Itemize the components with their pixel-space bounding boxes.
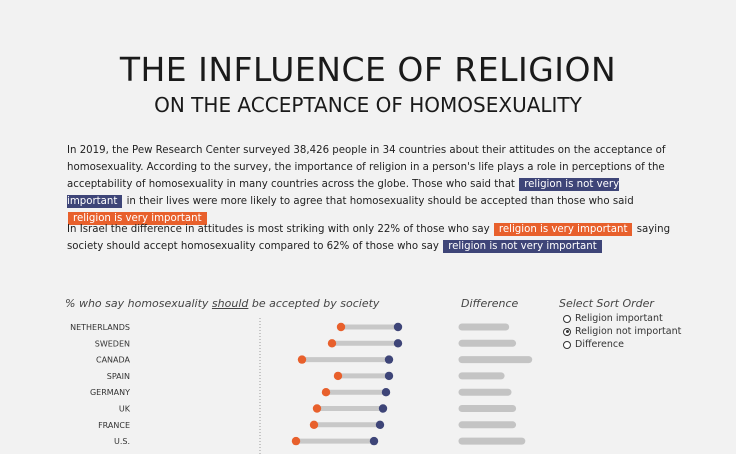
radio-selected-icon[interactable] bbox=[563, 327, 571, 336]
point-religion-important bbox=[309, 420, 319, 429]
country-label: SWEDEN bbox=[95, 339, 130, 348]
point-religion-not-important bbox=[384, 371, 394, 381]
intro-paragraph: In 2019, the Pew Research Center surveye… bbox=[67, 142, 677, 227]
country-label: UK bbox=[119, 405, 131, 414]
point-religion-not-important bbox=[393, 339, 403, 348]
point-religion-important bbox=[312, 404, 322, 413]
israel-paragraph: In Israel the difference in attitudes is… bbox=[67, 221, 677, 255]
chart-header-should: should bbox=[211, 297, 249, 310]
radio-icon[interactable] bbox=[563, 314, 571, 323]
point-religion-important bbox=[333, 371, 343, 381]
sort-option-difference[interactable]: Difference bbox=[563, 339, 624, 350]
highlight-important: religion is very important bbox=[493, 223, 633, 236]
point-religion-not-important bbox=[381, 388, 391, 397]
chart-header: % who say homosexuality should be accept… bbox=[65, 297, 379, 310]
highlight-important: religion is very important bbox=[68, 212, 207, 225]
point-religion-not-important bbox=[384, 355, 394, 364]
sort-option-religion-important[interactable]: Religion important bbox=[563, 313, 663, 324]
point-religion-not-important bbox=[378, 404, 388, 413]
country-label: FRANCE bbox=[98, 421, 130, 430]
point-religion-important bbox=[327, 339, 337, 348]
sort-option-religion-not-important[interactable]: Religion not important bbox=[563, 326, 681, 337]
highlight-not-important: religion is not very important bbox=[443, 240, 602, 253]
radio-icon[interactable] bbox=[563, 340, 571, 349]
point-religion-not-important bbox=[393, 322, 403, 332]
chart-header-post: be accepted by society bbox=[248, 297, 380, 310]
country-label: U.S. bbox=[114, 437, 130, 446]
israel-text-a: In Israel the difference in attitudes is… bbox=[67, 224, 490, 235]
point-religion-important bbox=[321, 388, 331, 397]
sort-option-label: Difference bbox=[575, 339, 624, 350]
sort-option-label: Religion important bbox=[575, 313, 663, 324]
page-title: THE INFLUENCE OF RELIGION bbox=[119, 50, 617, 89]
intro-text-b: in their lives were more likely to agree… bbox=[126, 196, 634, 207]
chart-header-pre: % who say homosexuality bbox=[65, 297, 212, 310]
country-label: CANADA bbox=[96, 356, 131, 365]
point-religion-not-important bbox=[369, 436, 379, 446]
difference-header: Difference bbox=[461, 297, 519, 310]
sort-order-header: Select Sort Order bbox=[559, 297, 654, 310]
point-religion-important bbox=[336, 322, 346, 332]
intro-text-a: In 2019, the Pew Research Center surveye… bbox=[67, 145, 666, 190]
israel-text-b: saying society should accept homosexuali… bbox=[67, 224, 671, 252]
country-label: GERMANY bbox=[90, 388, 130, 397]
point-religion-important bbox=[297, 355, 307, 364]
country-label: SPAIN bbox=[107, 372, 130, 381]
sort-option-label: Religion not important bbox=[575, 326, 682, 337]
page-subtitle: ON THE ACCEPTANCE OF HOMOSEXUALITY bbox=[154, 93, 582, 117]
country-label: NETHERLANDS bbox=[70, 323, 130, 332]
point-religion-important bbox=[291, 436, 301, 446]
point-religion-not-important bbox=[375, 420, 385, 429]
